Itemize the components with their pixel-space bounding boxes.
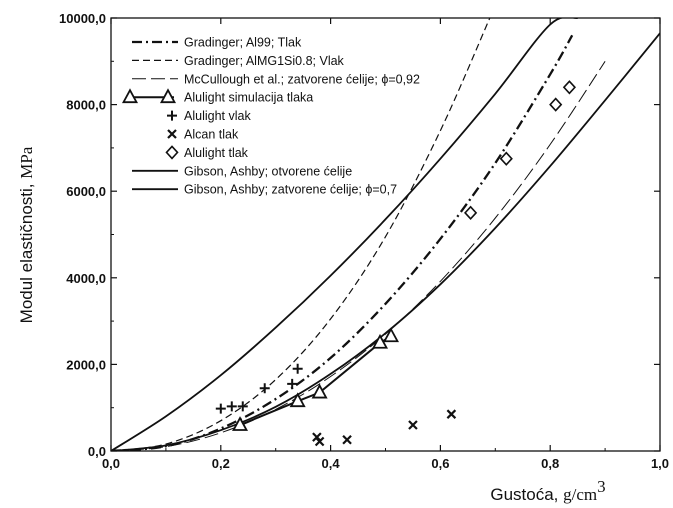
point-alulight-simulacija-tlaka [311, 383, 328, 399]
legend-marker-alulight-simulacija-tlaka [159, 88, 177, 104]
point-alulight-vlak [259, 383, 270, 394]
series-line-gradinger-al99-tlak [111, 34, 574, 451]
series-line-gibson-ashby-otvorene-c-elije [111, 18, 578, 451]
legend-marker-alcan-tlak [167, 129, 177, 139]
legend: Gradinger; Al99; Tlak Gradinger; AlMG1Si0… [121, 36, 420, 197]
x-tick-label: 0,6 [431, 456, 449, 471]
legend-marker-alulight-simulacija-tlaka [121, 88, 139, 104]
series-line-alulight-simulacija-tlaka [239, 335, 392, 426]
series-line-gibson-ashby-zatvorene-c-elije-0-7 [111, 32, 660, 451]
legend-label-alulight-vlak: Alulight vlak [184, 109, 251, 123]
point-alulight-vlak [292, 363, 303, 374]
point-alulight-tlak [549, 97, 563, 112]
y-tick-label: 10000,0 [59, 11, 106, 26]
point-alcan-tlak [312, 432, 322, 442]
x-tick-label: 1,0 [651, 456, 669, 471]
legend-label-gradinger-almg1si0-8-vlak: Gradinger; AlMG1Si0.8; Vlak [184, 54, 345, 68]
point-alulight-vlak [287, 378, 298, 389]
legend-label-alulight-simulacija-tlaka: Alulight simulacija tlaka [184, 91, 313, 105]
y-axis-unit: MPa [17, 146, 36, 179]
legend-label-gradinger-al99-tlak: Gradinger; Al99; Tlak [184, 36, 302, 50]
point-alulight-tlak [464, 205, 478, 221]
point-alulight-simulacija-tlaka [382, 327, 400, 343]
x-axis-label-text: Gustoća, [490, 485, 558, 504]
series-line-gradinger-almg1si0-8-vlak [111, 18, 491, 451]
legend-label-mccullough-et-al-zatvorene-c-elije-0-92: McCullough et al.; zatvorene ćelije; ϕ=0… [184, 72, 420, 86]
y-tick-label: 2000,0 [66, 357, 106, 372]
x-tick-label: 0,8 [541, 456, 559, 471]
legend-label-alulight-tlak: Alulight tlak [184, 146, 249, 160]
x-tick-label: 0,2 [212, 456, 230, 471]
x-axis-label: Gustoća, g/cm3 [490, 477, 605, 504]
tick-labels: 0,0 0,2 0,4 0,6 0,8 1,0 0,0 2000,0 4000,0 6000,0 8… [59, 11, 669, 471]
x-axis-unit: g/cm [563, 485, 597, 504]
point-alulight-tlak [499, 151, 513, 166]
point-alcan-tlak [408, 420, 418, 430]
point-alulight-vlak [237, 401, 248, 412]
legend-marker-alulight-vlak [167, 110, 177, 121]
point-alcan-tlak [446, 409, 457, 419]
x-tick-label: 0,4 [322, 456, 341, 471]
y-tick-label: 6000,0 [66, 184, 106, 199]
y-tick-label: 8000,0 [66, 98, 106, 113]
x-axis-unit-superscript: 3 [597, 477, 606, 496]
y-axis-label: Modul elastičnosti, MPa [17, 146, 36, 323]
point-alcan-tlak [342, 434, 352, 445]
y-tick-label: 0,0 [88, 444, 106, 459]
point-alulight-vlak [215, 403, 226, 414]
x-tick-label: 0,0 [102, 456, 120, 471]
point-alcan-tlak [314, 436, 325, 447]
y-axis-label-text: Modul elastičnosti, [17, 184, 36, 324]
point-alulight-simulacija-tlaka [289, 392, 306, 408]
legend-label-alcan-tlak: Alcan tlak [184, 128, 239, 142]
legend-label-gibson-ashby-zatvorene-c-elije-0-7: Gibson, Ashby; zatvorene ćelije; ϕ=0,7 [184, 183, 397, 197]
point-alulight-vlak [226, 401, 237, 412]
point-alulight-simulacija-tlaka [232, 416, 249, 431]
legend-label-gibson-ashby-otvorene-c-elije: Gibson, Ashby; otvorene ćelije [184, 164, 352, 178]
plot-markers [215, 80, 577, 447]
point-alulight-tlak [562, 80, 577, 95]
y-tick-label: 4000,0 [66, 271, 106, 286]
legend-marker-alulight-tlak [165, 145, 179, 160]
